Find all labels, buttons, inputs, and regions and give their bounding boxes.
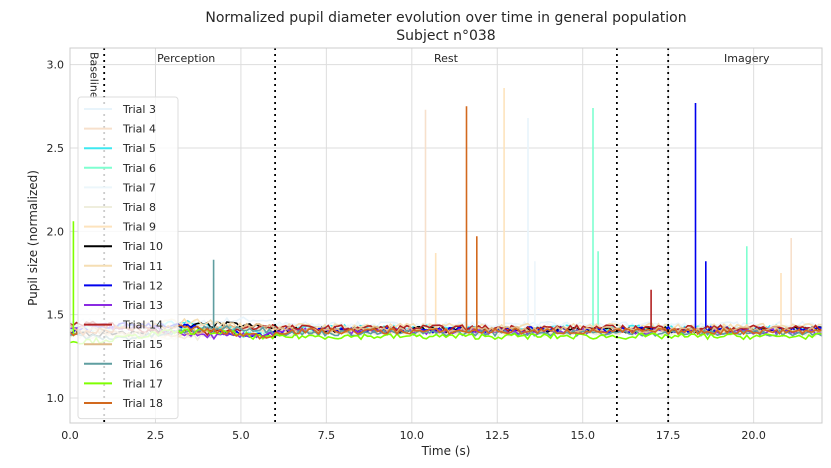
legend-label: Trial 11 [122, 260, 163, 273]
grid [69, 48, 822, 423]
legend-label: Trial 3 [122, 103, 156, 116]
legend-label: Trial 10 [122, 240, 163, 253]
legend-label: Trial 16 [122, 358, 163, 371]
x-tick-label: 10.0 [400, 429, 425, 442]
phase-boundaries: Baseline Perception Rest Imagery [88, 48, 770, 423]
chart-subtitle: Subject n°038 [396, 28, 495, 44]
legend-label: Trial 5 [122, 142, 156, 155]
phase-label: Perception [157, 52, 215, 65]
series-line-trial-12 [69, 103, 823, 338]
x-tick-label: 17.5 [656, 429, 681, 442]
x-tick-label: 7.5 [318, 429, 336, 442]
y-tick-label: 1.5 [47, 309, 65, 322]
series-line-trial-17 [69, 221, 823, 346]
chart-title: Normalized pupil diameter evolution over… [205, 10, 686, 26]
y-axis-label: Pupil size (normalized) [26, 170, 40, 306]
legend-label: Trial 6 [122, 162, 156, 175]
legend: Trial 3 Trial 4 Trial 5 Trial 6 Trial 7 Trial… [77, 96, 179, 420]
series-line-trial-9 [69, 88, 823, 340]
series-line-trial-3 [69, 118, 823, 334]
y-tick-label: 1.0 [47, 392, 65, 405]
x-tick-label: 5.0 [232, 429, 250, 442]
series-line-trial-4 [69, 109, 823, 340]
legend-label: Trial 9 [122, 221, 156, 234]
legend-box [77, 96, 179, 420]
x-tick-label: 12.5 [485, 429, 510, 442]
x-tick-label: 2.5 [147, 429, 165, 442]
x-tick-label: 20.0 [741, 429, 766, 442]
series-lines [69, 88, 823, 346]
y-tick-label: 3.0 [47, 59, 65, 72]
series-line-trial-18 [69, 106, 823, 340]
plot-frame [69, 47, 823, 424]
legend-label: Trial 8 [122, 201, 156, 214]
y-tick-label: 2.5 [47, 142, 65, 155]
phase-label: Imagery [724, 52, 770, 65]
x-tick-label: 0.0 [61, 429, 79, 442]
legend-label: Trial 15 [122, 338, 163, 351]
legend-label: Trial 12 [122, 279, 163, 292]
phase-label: Rest [434, 52, 459, 65]
phase-label: Baseline [88, 52, 101, 99]
legend-label: Trial 7 [122, 181, 156, 194]
legend-label: Trial 13 [122, 299, 163, 312]
legend-label: Trial 17 [122, 377, 163, 390]
x-axis-label: Time (s) [421, 444, 471, 458]
legend-label: Trial 4 [122, 123, 156, 136]
legend-label: Trial 18 [122, 397, 163, 410]
series-line-trial-6 [69, 108, 823, 339]
y-tick-label: 2.0 [47, 225, 65, 238]
series-line-trial-11 [69, 317, 823, 336]
legend-label: Trial 14 [122, 319, 163, 332]
x-tick-label: 15.0 [570, 429, 595, 442]
tick-labels: 0.0 2.5 5.0 7.5 10.0 12.5 15.0 17.5 20.0 1.0 1.5 2.… [47, 59, 766, 442]
